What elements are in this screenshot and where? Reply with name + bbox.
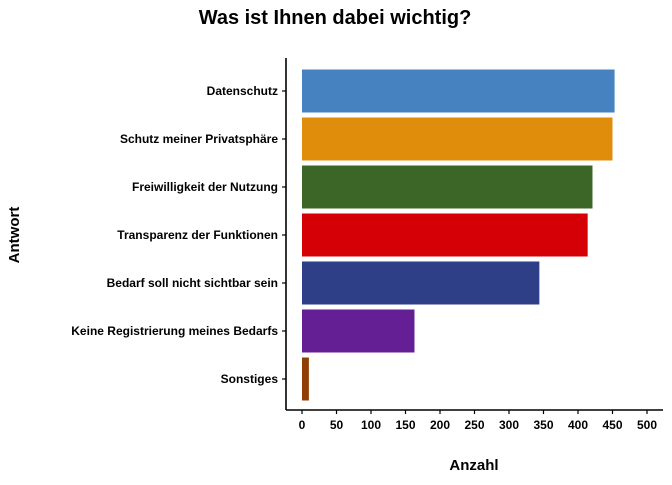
bar-2 [302, 165, 593, 209]
y-tick-label: Freiwilligkeit der Nutzung [132, 180, 278, 194]
y-tick-label: Datenschutz [207, 84, 278, 98]
x-tick-label: 0 [299, 418, 306, 432]
y-axis-title: Antwort [6, 207, 23, 264]
x-tick-label: 350 [533, 418, 553, 432]
chart-title: Was ist Ihnen dabei wichtig? [199, 7, 472, 29]
x-tick-label: 150 [395, 418, 415, 432]
bar-3 [302, 213, 588, 257]
y-tick-label: Keine Registrierung meines Bedarfs [71, 324, 278, 338]
x-tick-label: 450 [602, 418, 622, 432]
bar-6 [302, 357, 309, 401]
x-tick-label: 100 [361, 418, 381, 432]
x-ticks: 0 50 100 150 200 250 300 350 400 450 500 [299, 410, 657, 432]
y-tick-label: Bedarf soll nicht sichtbar sein [107, 276, 278, 290]
bars-group [302, 69, 615, 401]
bar-5 [302, 309, 415, 353]
x-tick-label: 250 [464, 418, 484, 432]
x-tick-label: 500 [637, 418, 657, 432]
bar-1 [302, 117, 613, 161]
y-tick-label: Schutz meiner Privatsphäre [120, 132, 278, 146]
x-axis-title: Anzahl [449, 457, 498, 474]
x-tick-label: 50 [330, 418, 344, 432]
x-tick-label: 300 [499, 418, 519, 432]
y-tick-label: Sonstiges [221, 372, 279, 386]
bar-4 [302, 261, 540, 305]
y-tick-labels: Datenschutz Schutz meiner Privatsphäre Fre… [71, 84, 286, 386]
x-tick-label: 200 [430, 418, 450, 432]
y-tick-label: Transparenz der Funktionen [117, 228, 278, 242]
x-tick-label: 400 [568, 418, 588, 432]
bar-0 [302, 69, 615, 113]
